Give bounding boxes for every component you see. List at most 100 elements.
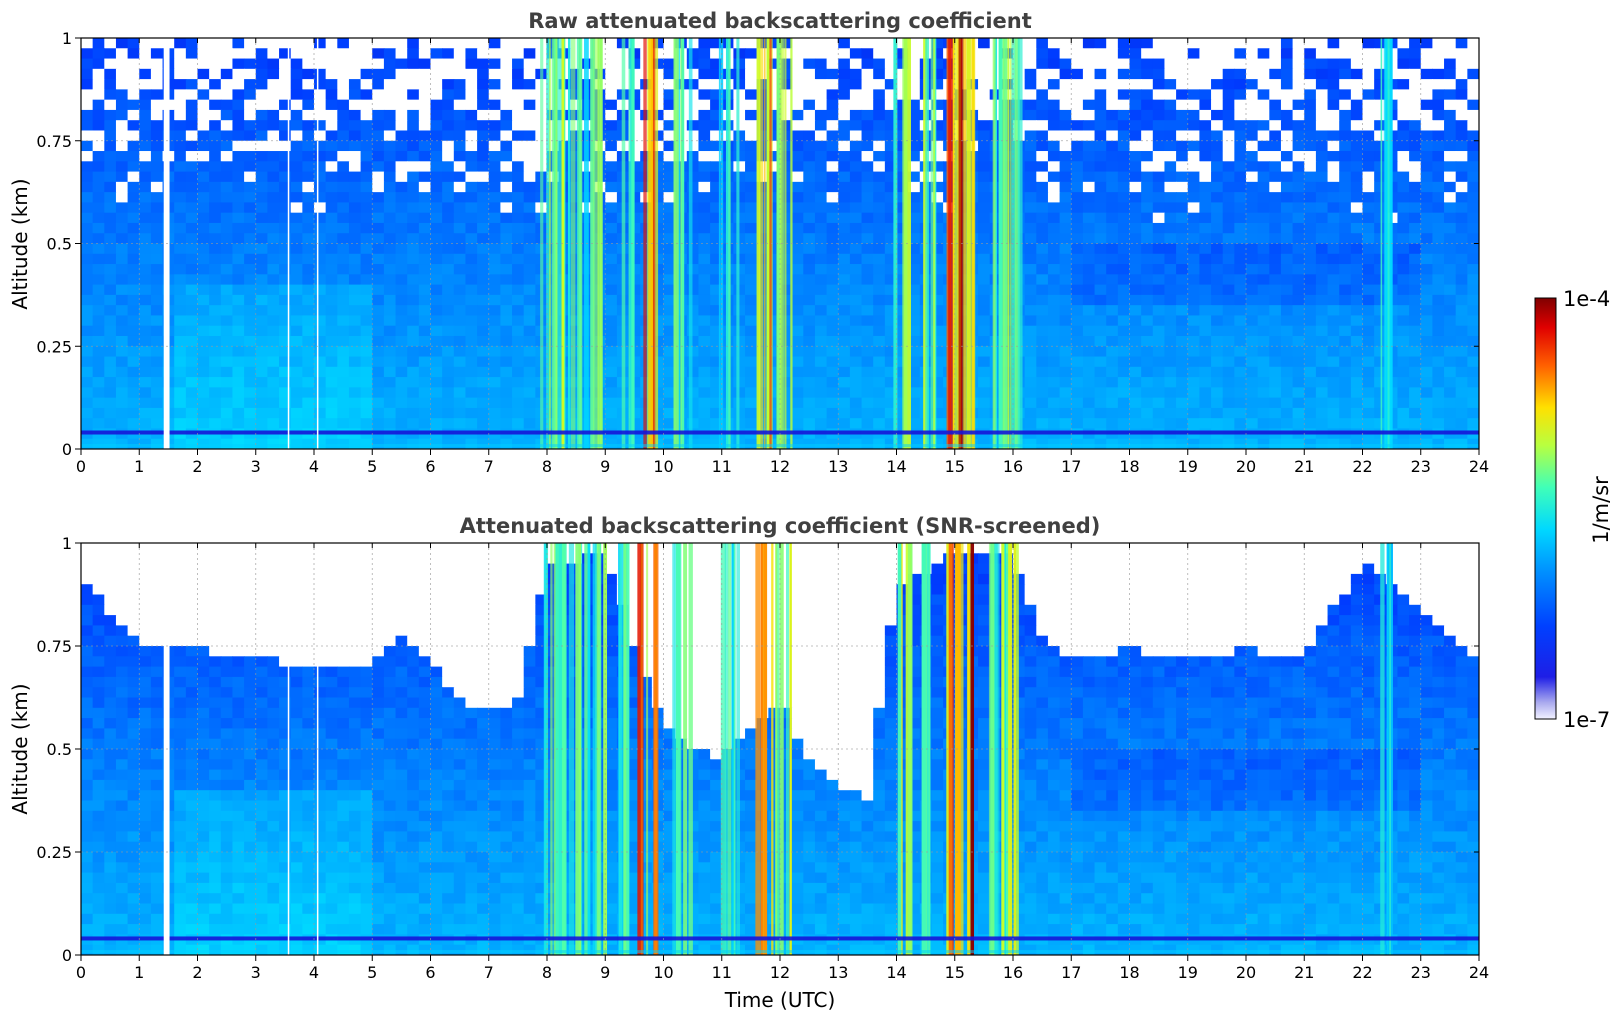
heat-cell (1315, 274, 1329, 286)
heat-row (81, 243, 1479, 255)
heat-cell (1164, 68, 1177, 80)
heat-cell (1141, 58, 1154, 70)
heat-cell (360, 140, 373, 152)
heat-cell (1234, 99, 1247, 111)
heat-cell (1129, 264, 1142, 275)
heat-cell (1152, 366, 1166, 378)
heat-cell (1420, 99, 1433, 111)
heat-cell (1269, 284, 1282, 296)
heat-cell (1257, 161, 1270, 173)
heat-cell (698, 130, 711, 142)
heat-cell (628, 356, 641, 368)
heat-cell (209, 284, 222, 296)
heat-cell (407, 377, 420, 388)
heat-cell (127, 233, 140, 245)
heat-cell (686, 274, 700, 286)
heat-cell (500, 109, 513, 121)
heat-cell (1327, 294, 1340, 306)
heat-cell (314, 264, 327, 275)
heat-cell (174, 284, 187, 296)
heat-cell (488, 335, 501, 347)
heat-cell (477, 109, 490, 121)
heat-cell (1211, 202, 1224, 214)
heat-cell (931, 109, 944, 121)
heat-cell (1129, 130, 1142, 142)
heat-cell (791, 294, 804, 306)
heat-cell (1187, 233, 1200, 245)
heat-cell (523, 233, 536, 245)
heat-cell (873, 222, 886, 234)
heat-cell (814, 130, 828, 142)
heat-cell (1164, 325, 1177, 337)
heat-cell (92, 335, 105, 347)
heat-cell (430, 325, 443, 337)
heat-cell (314, 181, 327, 193)
heat-cell (931, 397, 944, 409)
heat-cell (255, 212, 268, 224)
heat-cell (1362, 438, 1375, 449)
heat-cell (1106, 202, 1119, 214)
heat-cell (1234, 264, 1247, 275)
heat-cell (115, 325, 129, 337)
heat-cell (244, 335, 257, 347)
heat-cell (430, 68, 443, 80)
heat-cell (139, 79, 152, 90)
heat-cell (395, 68, 408, 80)
heat-cell (232, 366, 245, 378)
heat-cell (978, 243, 991, 255)
heat-cell (931, 305, 944, 317)
heat-cell (209, 418, 222, 430)
heat-cell (1082, 253, 1096, 265)
heat-cell (710, 171, 723, 183)
heat-cell (768, 253, 781, 265)
heat-cell (1199, 356, 1212, 368)
heat-cell (1187, 315, 1200, 327)
heat-row (81, 377, 1479, 388)
heat-cell (139, 202, 152, 214)
heat-cell (791, 305, 804, 317)
heat-cell (768, 315, 781, 327)
heat-cell (1234, 58, 1247, 70)
heat-cell (1234, 79, 1247, 90)
heat-cell (174, 192, 187, 204)
heat-cell (1257, 397, 1270, 409)
heat-cell (978, 335, 991, 347)
heat-cell (1094, 171, 1107, 183)
heat-cell (1222, 366, 1235, 378)
heat-cell (803, 99, 816, 111)
heat-cell (1467, 387, 1479, 399)
heat-cell (1327, 192, 1340, 204)
heat-cell (395, 89, 408, 101)
heat-cell (488, 151, 501, 162)
heat-cell (453, 109, 467, 121)
heat-cell (395, 120, 408, 132)
heat-cell (1444, 130, 1457, 142)
heat-cell (1327, 243, 1340, 255)
heat-cell (791, 181, 804, 193)
heat-cell (279, 202, 292, 214)
heat-cell (383, 222, 397, 234)
heat-cell (512, 387, 525, 399)
heat-cell (372, 418, 385, 430)
heat-cell (628, 181, 641, 193)
heat-cell (663, 212, 676, 224)
heat-cell (418, 151, 432, 162)
heat-cell (500, 48, 513, 60)
heat-cell (1409, 222, 1422, 234)
heat-cell (1280, 264, 1294, 275)
heat-cell (1257, 89, 1270, 101)
heat-cell (477, 120, 490, 132)
heat-cell (127, 68, 140, 80)
heat-cell (418, 418, 432, 430)
heat-cell (1432, 315, 1445, 327)
heat-cell (1257, 356, 1270, 368)
heat-cell (1059, 161, 1072, 173)
heat-cell (1117, 346, 1131, 358)
heat-cell (1106, 407, 1119, 419)
heat-cell (81, 130, 94, 142)
heat-cell (838, 243, 851, 255)
heat-cell (1362, 202, 1375, 214)
heat-cell (1362, 366, 1375, 378)
heat-cell (1292, 58, 1305, 70)
heat-cell (745, 243, 758, 255)
